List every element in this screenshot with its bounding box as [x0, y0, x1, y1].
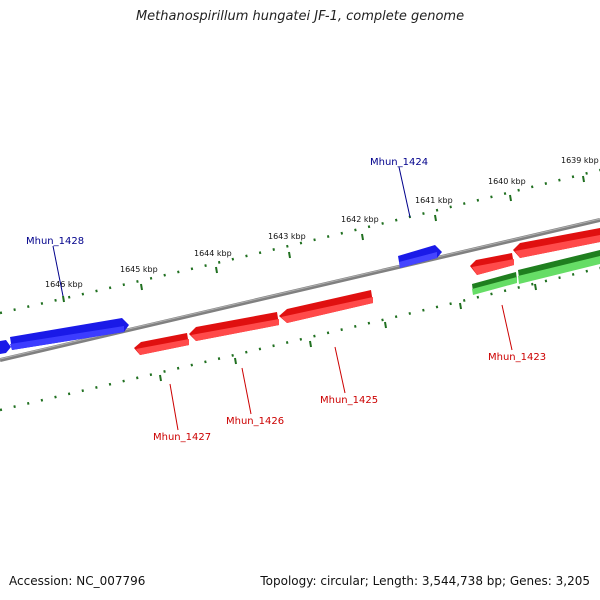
tick-label-1642: 1642 kbp — [341, 215, 379, 224]
inner-major-ticks — [159, 283, 537, 382]
gene-mhun-1423-arrow[interactable] — [470, 253, 514, 275]
gene-label-mhun-1423: Mhun_1423 — [488, 352, 546, 363]
genome-title: Methanospirillum hungatei JF-1, complete… — [135, 9, 465, 24]
outer-tick-track — [0, 168, 600, 315]
gene-label-mhun-1428: Mhun_1428 — [26, 236, 84, 247]
gene-mhun-1426-arrow[interactable] — [189, 312, 279, 341]
tick-label-1644: 1644 kbp — [194, 249, 232, 258]
gene-mhun-1425-arrow[interactable] — [279, 290, 373, 323]
tick-label-1639: 1639 kbp — [561, 156, 599, 165]
green-feature-left[interactable] — [472, 272, 517, 295]
tick-label-1646: 1646 kbp — [45, 280, 83, 289]
tick-label-1641: 1641 kbp — [415, 196, 453, 205]
tick-label-1645: 1645 kbp — [120, 265, 158, 274]
gene-label-mhun-1427: Mhun_1427 — [153, 432, 211, 443]
major-ticks — [62, 175, 585, 303]
accession-label: Accession: NC_007796 — [9, 574, 146, 588]
gene-mhun-1428-arrow[interactable] — [10, 318, 129, 350]
gene-partial-left-arrow[interactable] — [0, 340, 11, 354]
gene-right-red-arrow[interactable] — [513, 228, 600, 258]
gene-mhun-1424-arrow[interactable] — [398, 245, 442, 268]
tick-label-1640: 1640 kbp — [488, 177, 526, 186]
genome-backbone — [0, 218, 600, 362]
leader-lines — [52, 166, 513, 431]
genome-summary: Topology: circular; Length: 3,544,738 bp… — [260, 574, 590, 588]
inner-tick-track — [0, 266, 600, 412]
gene-mhun-1427-arrow[interactable] — [134, 333, 189, 355]
gene-label-mhun-1426: Mhun_1426 — [226, 416, 284, 427]
gene-label-mhun-1424: Mhun_1424 — [370, 157, 428, 168]
tick-label-1643: 1643 kbp — [268, 232, 306, 241]
green-feature-right[interactable] — [518, 250, 600, 284]
gene-label-mhun-1425: Mhun_1425 — [320, 395, 378, 406]
